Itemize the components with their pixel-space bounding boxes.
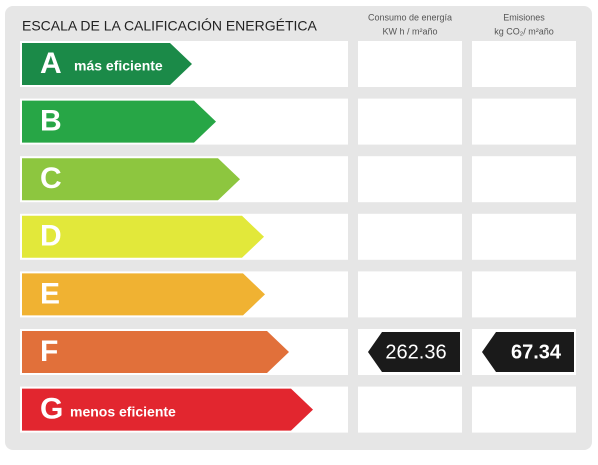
value-badge [368, 332, 460, 372]
column-unit: kg CO₂/ m²año [494, 26, 554, 36]
value-badge [482, 332, 574, 372]
rating-letter: D [40, 220, 62, 253]
rating-arrow [22, 215, 264, 258]
rating-label: menos eficiente [70, 403, 176, 419]
rating-letter: F [40, 335, 58, 368]
rating-arrow [22, 273, 265, 316]
value-cell [472, 386, 576, 433]
rating-letter: B [40, 105, 62, 138]
column-unit: KW h / m²año [382, 26, 437, 36]
consumption-value: 262.36 [385, 341, 446, 363]
column-title: Consumo de energía [368, 12, 452, 22]
value-cell [358, 213, 462, 260]
column-title: Emisiones [503, 12, 545, 22]
rating-label: más eficiente [74, 58, 163, 74]
rating-letter: C [40, 162, 62, 195]
rating-arrow [22, 388, 313, 431]
title: ESCALA DE LA CALIFICACIÓN ENERGÉTICA [22, 18, 318, 34]
rating-arrow [22, 100, 216, 143]
value-cell [472, 156, 576, 203]
emissions-value: 67.34 [511, 341, 562, 363]
value-cell [472, 98, 576, 145]
rating-arrow [22, 331, 289, 373]
value-cell [472, 41, 576, 87]
value-cell [358, 271, 462, 318]
rating-arrow [22, 43, 192, 85]
value-cell [358, 98, 462, 145]
rating-letter: A [40, 47, 62, 80]
value-cell [472, 213, 576, 260]
value-cell [358, 41, 462, 87]
rating-letter: G [40, 393, 63, 426]
rating-letter: E [40, 277, 60, 310]
value-cell [358, 156, 462, 203]
value-cell [472, 271, 576, 318]
rating-arrow [22, 158, 240, 201]
value-cell [358, 386, 462, 433]
